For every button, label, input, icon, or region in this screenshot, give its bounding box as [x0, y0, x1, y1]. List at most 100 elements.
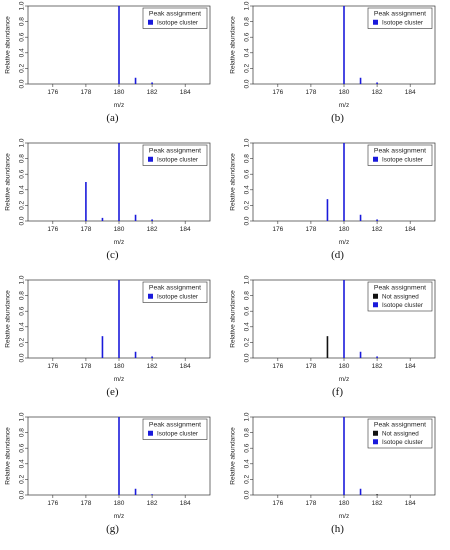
legend-box: [142, 418, 208, 440]
panel-caption: (a): [106, 112, 119, 124]
x-axis-label: m/z: [339, 102, 349, 109]
legend-title: Peak assignment: [149, 422, 201, 429]
x-tick-label: 180: [339, 500, 350, 507]
legend-entry-label: Isotope cluster: [382, 302, 423, 309]
spectrum-chart: 0.0 0.2 0.4 0.6 0.8 1.0 176 178 180 182 184 Relativ…: [230, 412, 436, 520]
x-axis-label: m/z: [114, 376, 124, 383]
y-tick-label: 0.0: [244, 353, 251, 362]
legend-title: Peak assignment: [374, 285, 426, 292]
legend-entry-label: Not assigned: [382, 293, 419, 300]
y-tick-label: 0.6: [19, 32, 26, 41]
legend-title: Peak assignment: [374, 422, 426, 429]
y-tick-label: 0.0: [244, 79, 251, 88]
y-tick-label: 0.2: [19, 64, 26, 73]
chart-panel: 0.0 0.2 0.4 0.6 0.8 1.0 176 178 180 182 184 Relativ…: [0, 411, 225, 548]
x-axis-label: m/z: [339, 376, 349, 383]
chart-panel: 0.0 0.2 0.4 0.6 0.8 1.0 176 178 180 182 184 Relativ…: [225, 137, 450, 274]
y-tick-label: 0.6: [19, 169, 26, 178]
y-tick-label: 0.0: [244, 490, 251, 499]
y-axis-label: Relative abundance: [230, 153, 237, 211]
legend-title: Peak assignment: [149, 285, 201, 292]
y-axis-label: Relative abundance: [5, 16, 12, 74]
x-tick-label: 178: [80, 226, 91, 233]
legend-box: [367, 418, 433, 449]
y-axis-label: Relative abundance: [5, 290, 12, 348]
legend-title: Peak assignment: [149, 148, 201, 155]
legend-swatch: [373, 19, 378, 25]
y-tick-label: 0.2: [19, 201, 26, 210]
x-tick-label: 182: [147, 500, 158, 507]
y-tick-label: 0.6: [19, 443, 26, 452]
x-tick-label: 184: [180, 226, 191, 233]
x-tick-label: 176: [272, 500, 283, 507]
y-tick-label: 0.8: [19, 428, 26, 437]
chart-panel: 0.0 0.2 0.4 0.6 0.8 1.0 176 178 180 182 184 Relativ…: [0, 274, 225, 411]
panel-caption: (g): [106, 523, 119, 535]
panel-caption: (e): [106, 386, 119, 398]
y-tick-label: 0.4: [19, 48, 26, 57]
y-tick-label: 0.4: [244, 185, 251, 194]
legend-box: [142, 144, 208, 166]
y-tick-label: 0.0: [244, 216, 251, 225]
y-tick-label: 1.0: [244, 1, 251, 10]
x-tick-label: 178: [80, 89, 91, 96]
x-tick-label: 176: [47, 500, 58, 507]
y-tick-label: 0.4: [244, 48, 251, 57]
legend-entry-label: Isotope cluster: [157, 19, 198, 26]
x-tick-label: 182: [372, 226, 383, 233]
x-tick-label: 184: [405, 500, 416, 507]
y-axis-label: Relative abundance: [230, 290, 237, 348]
y-tick-label: 0.8: [244, 428, 251, 437]
x-tick-label: 180: [114, 89, 125, 96]
x-tick-label: 178: [305, 89, 316, 96]
legend-swatch: [373, 430, 378, 436]
x-tick-label: 180: [339, 363, 350, 370]
x-tick-label: 178: [305, 363, 316, 370]
y-axis-label: Relative abundance: [230, 427, 237, 485]
legend-box: [142, 281, 208, 303]
y-tick-label: 0.4: [19, 459, 26, 468]
legend-swatch: [373, 302, 378, 308]
y-tick-label: 1.0: [19, 412, 26, 421]
spectrum-chart: 0.0 0.2 0.4 0.6 0.8 1.0 176 178 180 182 184 Relativ…: [230, 1, 436, 109]
legend-entry-label: Isotope cluster: [382, 156, 423, 163]
y-tick-label: 0.8: [19, 17, 26, 26]
x-tick-label: 180: [114, 500, 125, 507]
x-tick-label: 184: [180, 363, 191, 370]
legend-box: [142, 7, 208, 29]
x-tick-label: 182: [372, 363, 383, 370]
legend-entry-label: Isotope cluster: [157, 430, 198, 437]
legend-swatch: [148, 430, 153, 436]
x-tick-label: 184: [405, 89, 416, 96]
x-tick-label: 176: [272, 89, 283, 96]
x-tick-label: 182: [372, 500, 383, 507]
legend-box: [367, 7, 433, 29]
y-tick-label: 1.0: [19, 138, 26, 147]
y-tick-label: 0.8: [244, 291, 251, 300]
y-tick-label: 0.8: [244, 17, 251, 26]
y-tick-label: 1.0: [244, 138, 251, 147]
legend-entry-label: Not assigned: [382, 430, 419, 437]
y-tick-label: 0.4: [244, 322, 251, 331]
x-tick-label: 178: [80, 363, 91, 370]
spectrum-chart: 0.0 0.2 0.4 0.6 0.8 1.0 176 178 180 182 184 Relativ…: [5, 1, 211, 109]
x-tick-label: 180: [339, 89, 350, 96]
x-axis-label: m/z: [339, 239, 349, 246]
spectrum-chart: 0.0 0.2 0.4 0.6 0.8 1.0 176 178 180 182 184 Relativ…: [5, 138, 211, 246]
y-tick-label: 0.6: [244, 32, 251, 41]
panel-caption: (f): [332, 386, 343, 398]
legend-title: Peak assignment: [374, 148, 426, 155]
y-tick-label: 0.4: [19, 185, 26, 194]
legend-title: Peak assignment: [149, 11, 201, 18]
y-tick-label: 0.6: [244, 443, 251, 452]
panel-caption: (h): [331, 523, 344, 535]
spectrum-chart: 0.0 0.2 0.4 0.6 0.8 1.0 176 178 180 182 184 Relativ…: [230, 138, 436, 246]
legend-box: [367, 144, 433, 166]
y-axis-label: Relative abundance: [230, 16, 237, 74]
y-tick-label: 0.6: [244, 169, 251, 178]
chart-panel: 0.0 0.2 0.4 0.6 0.8 1.0 176 178 180 182 184 Relativ…: [0, 137, 225, 274]
x-tick-label: 176: [47, 363, 58, 370]
legend-swatch: [373, 293, 378, 299]
legend-swatch: [148, 156, 153, 162]
